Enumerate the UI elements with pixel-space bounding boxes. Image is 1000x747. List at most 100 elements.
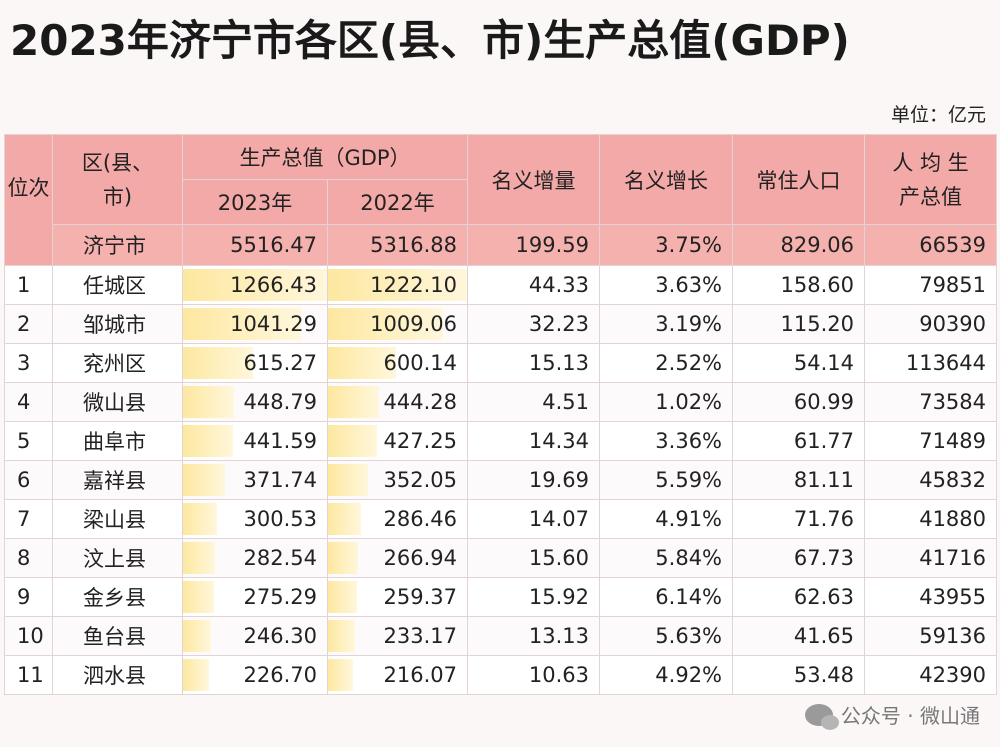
table-row: 8 汶上县 282.54 266.94 15.60 5.84% 67.73 41716 <box>4 538 998 578</box>
gdp-2023-cell-value: 441.59 <box>243 429 317 453</box>
rank-cell: 3 <box>4 343 53 383</box>
growth-cell: 6.14% <box>599 577 734 617</box>
region-cell: 嘉祥县 <box>52 460 183 500</box>
gdp-2023-cell-bar <box>183 503 218 535</box>
gdp-2023-cell-value: 226.70 <box>243 663 317 687</box>
gdp-2023-cell-value: 615.27 <box>243 351 317 375</box>
gdp-2023-cell-bar <box>183 464 226 496</box>
region-cell: 梁山县 <box>52 499 183 539</box>
gdp-2023-cell-bar <box>183 347 253 379</box>
rank-cell: 7 <box>4 499 53 539</box>
header-nominal-growth: 名义增长 <box>599 134 734 225</box>
wechat-icon <box>804 703 839 730</box>
increase-cell: 15.60 <box>467 538 601 578</box>
gdp-2023-cell: 441.59 <box>182 421 328 461</box>
gdp-2022-cell-value: 1009.06 <box>370 312 458 336</box>
gdp-2022-cell-bar <box>328 347 397 379</box>
watermark-text: 公众号 · 微山通 <box>840 704 980 728</box>
gdp-2023-cell-bar <box>183 659 209 691</box>
per-capita-cell: 59136 <box>864 616 998 656</box>
gdp-2022-cell-value: 266.94 <box>383 546 458 570</box>
gdp-2023-cell: 282.54 <box>182 538 328 578</box>
population-cell: 61.77 <box>732 421 866 461</box>
gdp-2023-cell-bar <box>183 620 211 652</box>
rank-cell: 10 <box>4 616 53 656</box>
region-cell: 汶上县 <box>52 538 183 578</box>
gdp-2022-cell-value: 259.37 <box>383 585 458 609</box>
population-cell: 71.76 <box>732 499 866 539</box>
increase-cell: 19.69 <box>467 460 601 500</box>
per-capita-cell: 79851 <box>864 265 998 305</box>
gdp-2023-cell-bar <box>183 425 234 457</box>
rank-cell: 2 <box>4 304 53 344</box>
gdp-2023-cell-bar <box>183 308 302 340</box>
gdp-2023-cell-value: 1041.29 <box>230 312 317 336</box>
population-cell: 54.14 <box>732 343 866 383</box>
region-cell: 鱼台县 <box>52 616 183 656</box>
rank-cell: 4 <box>4 382 53 422</box>
growth-cell: 5.63% <box>599 616 734 656</box>
gdp-2022-cell-bar <box>328 503 361 535</box>
increase-cell: 32.23 <box>467 304 601 344</box>
gdp-2023-cell-bar <box>183 386 234 418</box>
header-region: 区(县、市) <box>52 134 183 225</box>
population-cell: 62.63 <box>732 577 866 617</box>
table-row: 9 金乡县 275.29 259.37 15.92 6.14% 62.63 43955 <box>4 577 998 617</box>
total-population: 829.06 <box>732 224 866 266</box>
table-row: 1 任城区 1266.43 1222.10 44.33 3.63% 158.60 79851 <box>4 265 998 305</box>
region-cell: 微山县 <box>52 382 183 422</box>
population-cell: 53.48 <box>732 655 866 695</box>
gdp-2022-cell-bar <box>328 386 379 418</box>
gdp-2022-cell-value: 216.07 <box>383 663 458 687</box>
gdp-2023-cell: 371.74 <box>182 460 328 500</box>
per-capita-cell: 41880 <box>864 499 998 539</box>
total-name: 济宁市 <box>52 224 183 266</box>
gdp-2023-cell-value: 246.30 <box>243 624 317 648</box>
per-capita-cell: 90390 <box>864 304 998 344</box>
per-capita-cell: 43955 <box>864 577 998 617</box>
region-cell: 邹城市 <box>52 304 183 344</box>
gdp-2022-cell-bar <box>328 620 355 652</box>
unit-label: 单位：亿元 <box>890 104 986 126</box>
rank-cell: 8 <box>4 538 53 578</box>
per-capita-cell: 45832 <box>864 460 998 500</box>
population-cell: 67.73 <box>732 538 866 578</box>
table-row: 7 梁山县 300.53 286.46 14.07 4.91% 71.76 41880 <box>4 499 998 539</box>
table-row: 10 鱼台县 246.30 233.17 13.13 5.63% 41.65 59136 <box>4 616 998 656</box>
gdp-2022-cell-bar <box>328 308 443 340</box>
table-row: 4 微山县 448.79 444.28 4.51 1.02% 60.99 73584 <box>4 382 998 422</box>
gdp-2022-cell-value: 233.17 <box>383 624 458 648</box>
total-increase: 199.59 <box>467 224 601 266</box>
gdp-2022-cell-bar <box>328 581 358 613</box>
region-cell: 曲阜市 <box>52 421 183 461</box>
increase-cell: 14.34 <box>467 421 601 461</box>
gdp-2023-cell-bar <box>183 542 216 574</box>
gdp-2022-cell-bar <box>328 542 359 574</box>
increase-cell: 10.63 <box>467 655 601 695</box>
region-cell: 兖州区 <box>52 343 183 383</box>
gdp-2023-cell: 246.30 <box>182 616 328 656</box>
per-capita-cell: 73584 <box>864 382 998 422</box>
per-capita-cell: 42390 <box>864 655 998 695</box>
gdp-2022-cell: 600.14 <box>326 343 469 383</box>
total-growth: 3.75% <box>599 224 734 266</box>
gdp-2023-cell-value: 1266.43 <box>230 273 317 297</box>
increase-cell: 14.07 <box>467 499 601 539</box>
gdp-2023-cell: 1041.29 <box>182 304 328 344</box>
population-cell: 158.60 <box>732 265 866 305</box>
increase-cell: 44.33 <box>467 265 601 305</box>
gdp-2023-cell: 448.79 <box>182 382 328 422</box>
gdp-2022-cell-value: 427.25 <box>383 429 458 453</box>
growth-cell: 3.63% <box>599 265 734 305</box>
region-cell: 金乡县 <box>52 577 183 617</box>
growth-cell: 1.02% <box>599 382 734 422</box>
gdp-2022-cell: 266.94 <box>326 538 469 578</box>
growth-cell: 5.59% <box>599 460 734 500</box>
rank-cell: 11 <box>4 655 53 695</box>
gdp-2023-cell: 1266.43 <box>182 265 328 305</box>
gdp-table: 位次 区(县、市) 生产总值（GDP） 名义增量 名义增长 常住人口 人 均 生… <box>4 134 998 695</box>
region-cell: 任城区 <box>52 265 183 305</box>
gdp-2023-cell-value: 275.29 <box>243 585 317 609</box>
growth-cell: 2.52% <box>599 343 734 383</box>
gdp-2022-cell-value: 286.46 <box>383 507 458 531</box>
